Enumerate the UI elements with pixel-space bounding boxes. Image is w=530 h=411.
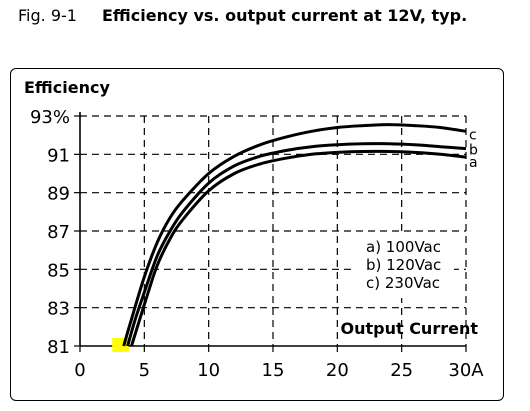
legend-entry: b) 120Vac [366, 256, 441, 274]
curve-label-c: c [469, 127, 477, 143]
y-tick-label: 83 [47, 299, 70, 320]
curve-labels: cba [469, 127, 478, 171]
curve-c [122, 123, 467, 347]
x-tick-label: 0 [74, 360, 85, 381]
figure-number: Fig. 9-1 [18, 6, 77, 25]
x-tick-label: 20 [326, 360, 349, 381]
y-tick-label: 93% [30, 107, 70, 128]
x-tick-label: 10 [197, 360, 220, 381]
y-tick-label: 89 [47, 184, 70, 205]
x-tick-label: 30A [448, 360, 484, 381]
legend-background [354, 236, 454, 298]
curve-b [126, 142, 467, 347]
y-tick-label: 81 [47, 337, 70, 358]
tick-labels: 0 5 10 15 20 25 30A 81 83 85 87 89 91 93% [30, 107, 484, 381]
x-axis-label: Output Current [340, 319, 478, 338]
y-tick-label: 85 [47, 260, 70, 281]
x-tick-label: 15 [262, 360, 285, 381]
figure-title: Efficiency vs. output current at 12V, ty… [102, 6, 468, 25]
legend-entry: a) 100Vac [366, 238, 441, 256]
curves [122, 123, 467, 347]
y-tick-label: 87 [47, 222, 70, 243]
curve-label-a: a [469, 155, 478, 171]
y-axis-label: Efficiency [24, 78, 110, 97]
x-tick-label: 25 [390, 360, 413, 381]
curve-a [130, 149, 467, 347]
curve-label-b: b [469, 143, 478, 159]
legend-entry: c) 230Vac [366, 274, 440, 292]
chart-frame [10, 68, 504, 401]
axes [74, 112, 467, 352]
x-tick-label: 5 [139, 360, 150, 381]
y-tick-label: 91 [47, 145, 70, 166]
